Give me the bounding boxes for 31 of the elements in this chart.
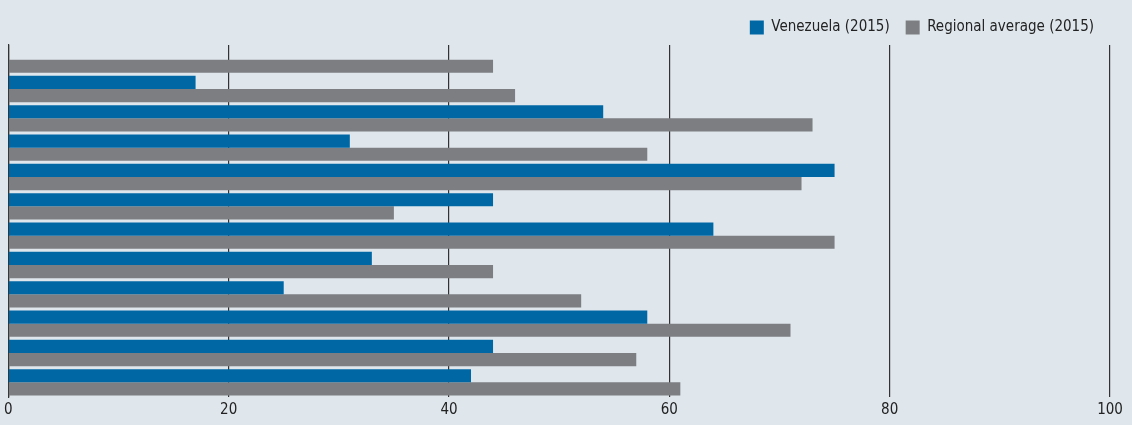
bar bbox=[8, 134, 350, 148]
bar bbox=[8, 323, 791, 337]
x-tick-label: 80 bbox=[881, 399, 899, 418]
bar bbox=[8, 89, 516, 103]
legend-label: Venezuela (2015) bbox=[771, 17, 890, 36]
x-tick-label: 20 bbox=[220, 399, 238, 418]
bar bbox=[8, 235, 835, 249]
bar bbox=[8, 75, 196, 89]
bar bbox=[8, 353, 637, 367]
bar bbox=[8, 59, 494, 73]
bar bbox=[8, 206, 394, 220]
bar bbox=[8, 163, 835, 177]
bar bbox=[8, 118, 813, 132]
x-tick-label: 0 bbox=[4, 399, 13, 418]
bar bbox=[8, 369, 472, 383]
x-tick-label: 60 bbox=[660, 399, 678, 418]
bar bbox=[8, 222, 714, 236]
x-tick-label: 40 bbox=[440, 399, 458, 418]
legend-label: Regional average (2015) bbox=[927, 17, 1095, 36]
bar bbox=[8, 294, 582, 308]
bar bbox=[8, 310, 648, 324]
bar bbox=[8, 193, 494, 207]
bar bbox=[8, 147, 648, 161]
x-tick-label: 100 bbox=[1097, 399, 1123, 418]
bar bbox=[8, 177, 802, 191]
bar bbox=[8, 281, 284, 295]
bar bbox=[8, 251, 372, 265]
bar bbox=[8, 105, 604, 119]
bar bbox=[8, 382, 681, 396]
bar bbox=[8, 339, 494, 353]
bar bbox=[8, 265, 494, 279]
